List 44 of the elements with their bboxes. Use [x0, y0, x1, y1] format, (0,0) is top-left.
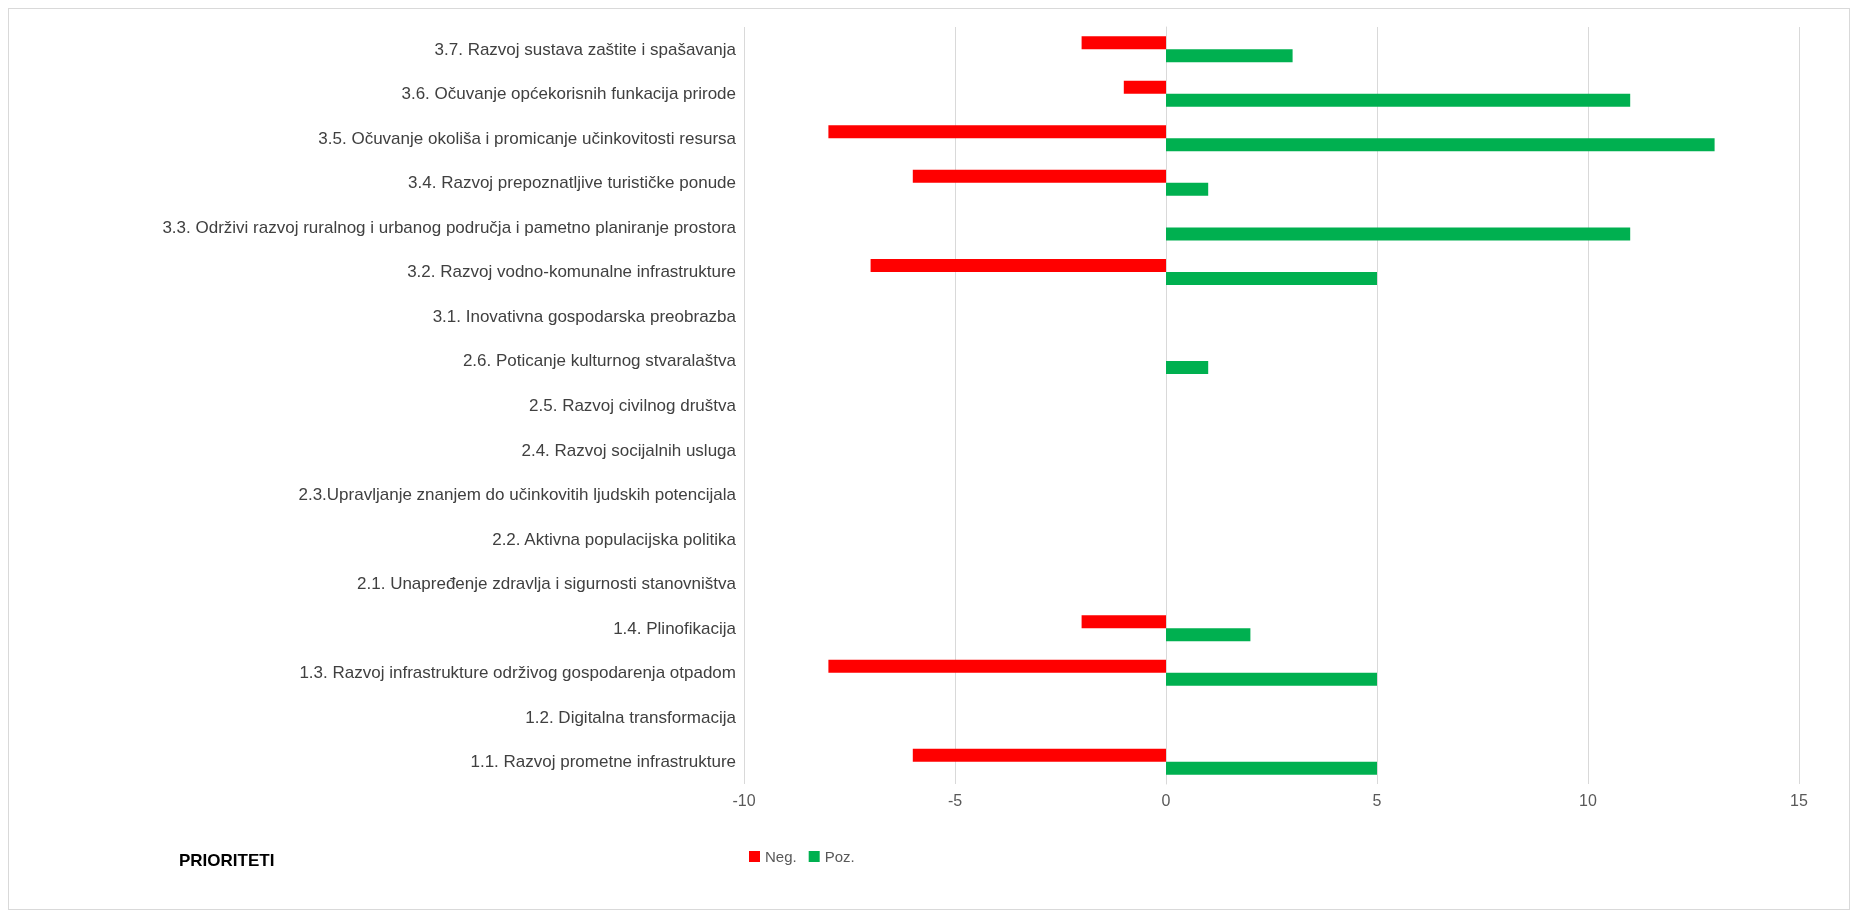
bar — [1166, 138, 1715, 152]
x-tick-label: 15 — [1790, 791, 1808, 809]
y-tick-label: 3.7. Razvoj sustava zaštite i spašavanja — [434, 39, 737, 59]
bar — [1166, 628, 1251, 642]
y-tick-label: 2.5. Razvoj civilnog društva — [529, 396, 737, 415]
y-tick-label: 2.3.Upravljanje znanjem do učinkovitih ljudskih potencijala — [298, 485, 737, 505]
x-tick-label: 0 — [1161, 791, 1171, 809]
legend-label: Poz. — [824, 848, 855, 865]
y-axis-title: PRIORITETI — [179, 851, 275, 870]
bar — [1081, 615, 1166, 629]
y-tick-label: 3.6. Očuvanje općekorisnih funkacija prirode — [401, 84, 736, 104]
y-tick-label: 2.6. Poticanje kulturnog stvaralaštva — [462, 351, 737, 371]
y-tick-label: 3.4. Razvoj prepoznatljive turističke ponude — [408, 173, 736, 193]
bar — [912, 169, 1166, 183]
y-tick-label: 2.2. Aktivna populacijska politika — [492, 529, 737, 549]
bar — [1081, 36, 1166, 50]
y-tick-label: 1.2. Digitalna transformacija — [525, 707, 737, 727]
x-tick-label: -10 — [732, 791, 756, 809]
bar — [1166, 93, 1631, 107]
bar — [912, 748, 1166, 762]
x-tick-label: -5 — [947, 791, 963, 809]
bar — [1123, 80, 1166, 94]
y-tick-label: 1.3. Razvoj infrastrukture održivog gospodarenja otpadom — [299, 663, 736, 683]
bar — [1166, 49, 1293, 63]
legend-label: Neg. — [765, 848, 797, 865]
x-tick-label: 10 — [1579, 791, 1597, 809]
y-tick-label: 2.4. Razvoj socijalnih usluga — [521, 440, 737, 460]
y-tick-label: 3.2. Razvoj vodno-komunalne infrastrukture — [407, 262, 736, 282]
y-tick-label: 1.4. Plinofikacija — [613, 618, 737, 638]
y-tick-label: 3.3. Održivi razvoj ruralnog i urbanog područja i pametno planiranje prostora — [162, 217, 737, 237]
bar — [1166, 761, 1377, 775]
bar — [1166, 672, 1377, 686]
y-tick-label: 2.1. Unapređenje zdravlja i sigurnosti stanovništva — [357, 574, 737, 594]
y-tick-label: 1.1. Razvoj prometne infrastrukture — [470, 752, 736, 772]
bar — [1166, 227, 1631, 241]
bar — [1166, 182, 1209, 196]
y-tick-label: 3.1. Inovativna gospodarska preobrazba — [432, 306, 737, 326]
y-tick-label: 3.5. Očuvanje okoliša i promicanje učinkovitosti resursa — [318, 128, 737, 148]
bar — [1166, 271, 1377, 285]
bar — [828, 125, 1166, 139]
bar — [870, 258, 1166, 272]
x-tick-label: 5 — [1372, 791, 1382, 809]
bar — [1166, 360, 1209, 374]
bar — [828, 659, 1166, 673]
